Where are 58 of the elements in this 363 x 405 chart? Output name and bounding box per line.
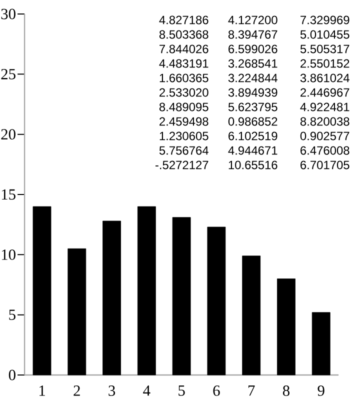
annotation: 5.756764 (159, 146, 208, 155)
annotation: 8.820038 (300, 117, 350, 126)
annotation: 6.701705 (300, 160, 350, 170)
annotation: 2.533020 (160, 88, 208, 97)
annotation: 0.902577 (300, 132, 350, 140)
bar (312, 312, 330, 376)
y-tick-label: 0 (8, 370, 16, 380)
x-tick-label: 6 (213, 386, 220, 396)
bar (242, 256, 261, 376)
annotation: 4.483191 (159, 59, 208, 68)
bar (102, 220, 121, 376)
annotation: 5.505317 (300, 44, 350, 54)
annotation: 2.550152 (300, 59, 350, 68)
y-tick-label: 20 (1, 129, 16, 140)
annotation: 4.127200 (228, 16, 278, 24)
annotation: 1.230605 (160, 132, 208, 140)
bar (68, 248, 86, 376)
annotation: 3.861024 (300, 74, 350, 82)
annotation: 7.329969 (300, 16, 350, 24)
x-tick-label: 3 (108, 386, 116, 396)
x-tick-label: 4 (143, 386, 150, 396)
bar (207, 226, 226, 376)
annotation: 6.476008 (300, 146, 350, 155)
annotation: 8.489095 (159, 102, 208, 112)
bar (32, 206, 52, 376)
x-tick-label: 1 (40, 386, 45, 396)
y-tick-label: 10 (2, 249, 16, 260)
annotation: 6.599026 (228, 44, 278, 54)
bar (137, 206, 156, 376)
x-tick-label: 7 (248, 386, 255, 396)
annotation: 1.660365 (160, 74, 208, 82)
annotation: 4.944671 (228, 146, 278, 155)
annotation: 5.623795 (228, 102, 278, 112)
y-tick-label: 15 (2, 189, 16, 200)
bar (277, 278, 296, 376)
annotation: 8.394767 (228, 30, 278, 39)
x-tick-label: 9 (318, 386, 324, 396)
annotation: 5.010455 (300, 30, 350, 39)
annotation: -.5272127 (155, 160, 208, 170)
annotation: 3.268541 (228, 59, 278, 68)
annotation: 2.459498 (160, 117, 208, 126)
annotation: 2.446967 (300, 88, 350, 97)
x-tick-label: 5 (178, 386, 185, 396)
annotation: 4.922481 (300, 102, 350, 112)
y-tick-label: 30 (1, 8, 16, 20)
x-tick-label: 2 (74, 386, 80, 396)
annotation: 3.224844 (228, 74, 278, 82)
annotation: 0.986852 (228, 117, 278, 126)
bar (172, 217, 191, 376)
annotation: 10.65516 (228, 160, 278, 170)
x-tick-label: 8 (282, 386, 290, 396)
annotation: 3.894939 (228, 88, 278, 97)
y-tick-label: 25 (1, 68, 16, 80)
y-tick-label: 5 (9, 310, 16, 320)
annotation: 4.827186 (159, 16, 208, 24)
annotation: 8.503368 (159, 30, 208, 39)
annotation: 6.102519 (228, 132, 278, 140)
annotation: 7.844026 (160, 44, 208, 54)
